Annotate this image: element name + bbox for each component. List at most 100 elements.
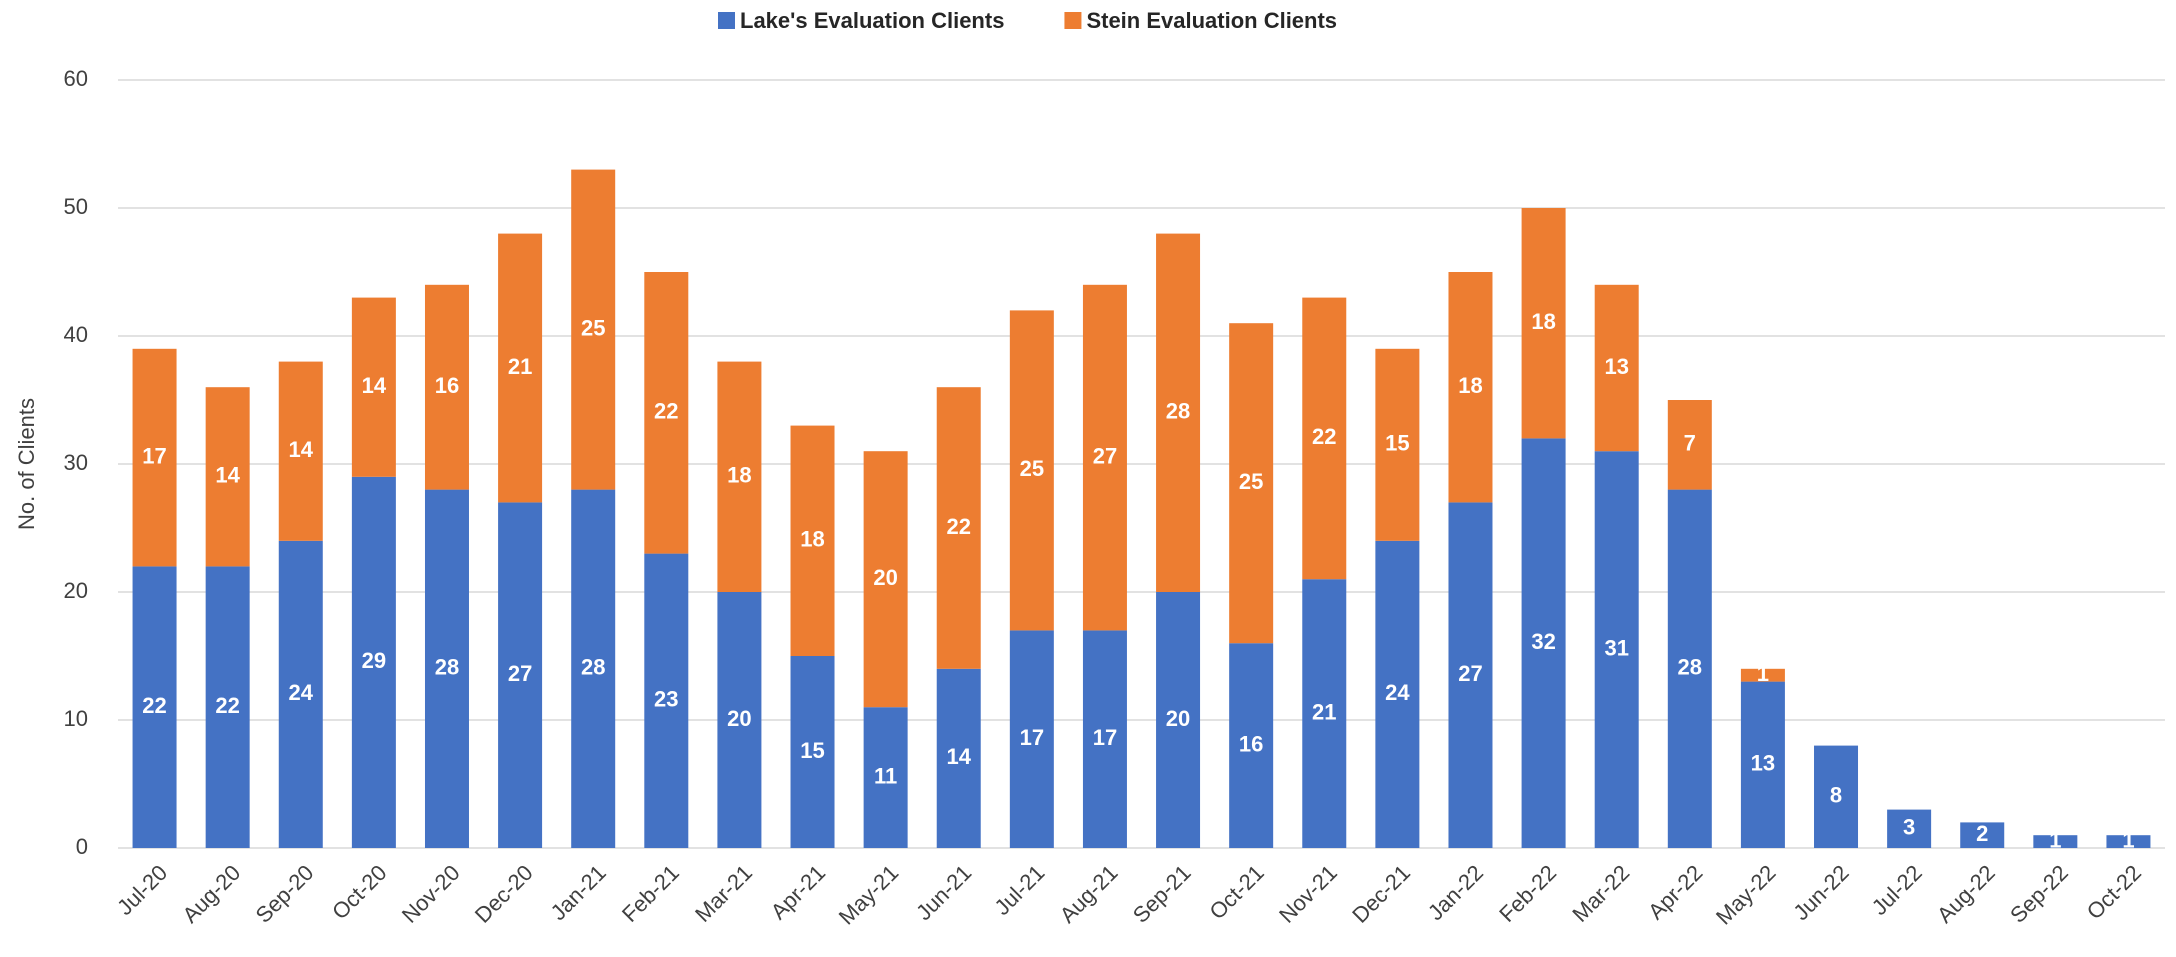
bar-segment — [1448, 502, 1493, 848]
data-label: 31 — [1604, 635, 1628, 660]
bar-segment — [1667, 489, 1712, 848]
data-label: 14 — [289, 437, 314, 462]
data-label: 17 — [142, 443, 166, 468]
data-label: 13 — [1604, 354, 1628, 379]
x-tick-label: Dec-21 — [1347, 860, 1415, 928]
data-label: 8 — [1830, 783, 1842, 808]
data-label: 28 — [435, 655, 459, 680]
y-axis-title: No. of Clients — [14, 398, 39, 530]
data-label: 22 — [1312, 424, 1336, 449]
data-label: 22 — [946, 514, 970, 539]
legend-swatch — [718, 12, 735, 29]
data-label: 24 — [1385, 680, 1410, 705]
bar-segment — [1667, 400, 1712, 490]
data-label: 24 — [289, 680, 314, 705]
data-label: 21 — [1312, 699, 1336, 724]
y-tick-label: 60 — [64, 66, 88, 91]
bar-segment — [1302, 579, 1347, 848]
data-label: 20 — [1166, 706, 1190, 731]
bar-segment — [644, 272, 689, 554]
bar-segment — [424, 489, 469, 848]
bar-segment — [1740, 681, 1785, 848]
bar-segment — [571, 169, 616, 490]
legend-label: Lake's Evaluation Clients — [740, 8, 1004, 33]
y-tick-label: 0 — [76, 834, 88, 859]
data-label: 18 — [727, 463, 751, 488]
bar-segment — [1082, 284, 1127, 631]
bar-segment — [1229, 323, 1274, 644]
x-tick-label: Oct-22 — [2082, 860, 2146, 924]
x-tick-label: May-21 — [834, 860, 904, 930]
data-label: 17 — [1020, 725, 1044, 750]
data-label: 21 — [508, 354, 532, 379]
data-label: 27 — [1458, 661, 1482, 686]
x-tick-label: Aug-21 — [1055, 860, 1123, 928]
bar-segment — [790, 425, 835, 656]
bar-segment — [1448, 272, 1493, 503]
legend-swatch — [1064, 12, 1082, 29]
bar-segment — [205, 566, 250, 848]
bar-segment — [351, 476, 396, 848]
bar-segment — [1082, 630, 1127, 848]
data-label: 14 — [215, 463, 240, 488]
x-tick-label: Nov-20 — [397, 860, 465, 928]
data-label: 18 — [800, 527, 824, 552]
data-label: 15 — [800, 738, 824, 763]
x-tick-label: Sep-22 — [2005, 860, 2073, 928]
x-tick-label: Aug-22 — [1932, 860, 2000, 928]
bar-segment — [1521, 438, 1566, 848]
x-tick-label: Oct-20 — [327, 860, 391, 924]
data-label: 2 — [1976, 821, 1988, 846]
x-tick-label: Jan-21 — [546, 860, 611, 925]
data-label: 25 — [1239, 469, 1263, 494]
data-label: 16 — [1239, 731, 1263, 756]
bar-segment — [1594, 284, 1639, 452]
data-label: 17 — [1093, 725, 1117, 750]
bar-segment — [571, 489, 616, 848]
x-tick-label: Jun-22 — [1788, 860, 1853, 925]
bar-segment — [1009, 310, 1054, 631]
x-tick-label: Aug-20 — [177, 860, 245, 928]
bar-segment — [1887, 809, 1932, 848]
x-tick-label: Jan-22 — [1423, 860, 1488, 925]
bar-segment — [936, 387, 981, 669]
bar-segment — [644, 553, 689, 848]
x-tick-label: Feb-22 — [1494, 860, 1561, 927]
data-label: 25 — [1020, 456, 1044, 481]
x-tick-label: Dec-20 — [470, 860, 538, 928]
bar-segment — [278, 540, 323, 848]
x-tick-label: Nov-21 — [1274, 860, 1342, 928]
bar-segment — [132, 348, 177, 567]
bar-segment — [132, 566, 177, 848]
data-label: 22 — [654, 399, 678, 424]
x-tick-label: Sep-20 — [251, 860, 319, 928]
bar-segment — [1229, 643, 1274, 848]
x-tick-label: Oct-21 — [1204, 860, 1268, 924]
data-label: 27 — [508, 661, 532, 686]
bar-segment — [863, 707, 908, 848]
y-tick-label: 20 — [64, 578, 88, 603]
data-label: 15 — [1385, 431, 1409, 456]
data-label: 28 — [581, 655, 605, 680]
data-label: 14 — [362, 373, 387, 398]
x-tick-label: Jul-21 — [989, 860, 1049, 920]
data-label: 13 — [1751, 751, 1775, 776]
bar-segment — [1814, 745, 1859, 848]
data-label: 1 — [1757, 661, 1769, 686]
legend-label: Stein Evaluation Clients — [1086, 8, 1337, 33]
data-label: 23 — [654, 687, 678, 712]
bar-segment — [351, 297, 396, 477]
data-label: 32 — [1531, 629, 1555, 654]
data-label: 18 — [1458, 373, 1482, 398]
bar-segment — [1375, 348, 1420, 541]
data-label: 11 — [874, 763, 897, 788]
bar-segment — [790, 656, 835, 848]
data-label: 7 — [1684, 431, 1696, 456]
bar-segment — [1740, 668, 1785, 682]
bar-segment — [1156, 233, 1201, 592]
y-tick-label: 10 — [64, 706, 88, 731]
y-tick-label: 50 — [64, 194, 88, 219]
data-label: 22 — [215, 693, 239, 718]
bar-segment — [424, 284, 469, 490]
